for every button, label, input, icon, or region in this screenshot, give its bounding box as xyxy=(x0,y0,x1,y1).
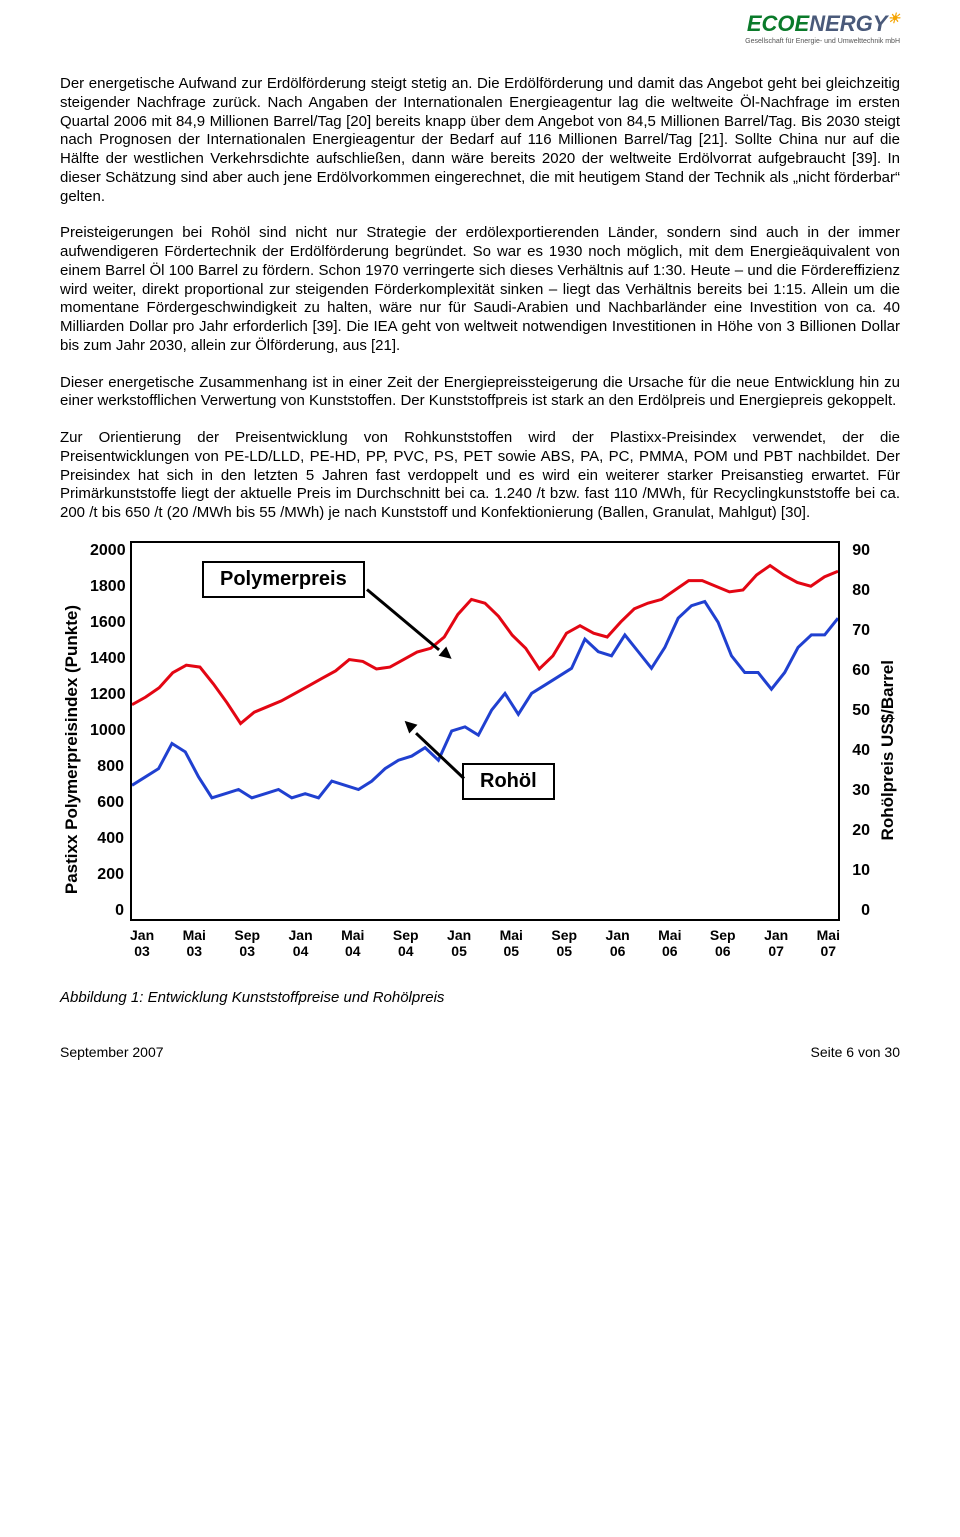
y-right-tick: 60 xyxy=(846,661,870,681)
logo-e-letter: E xyxy=(795,11,810,36)
x-tick: Mai 06 xyxy=(658,927,681,959)
x-tick: Mai 03 xyxy=(183,927,206,959)
y-right-tick: 0 xyxy=(846,901,870,921)
x-tick: Jan 07 xyxy=(764,927,788,959)
y-right-tick: 90 xyxy=(846,541,870,561)
y-left-tick: 1200 xyxy=(90,685,124,705)
y-right-tick: 10 xyxy=(846,861,870,881)
x-ticks: Jan 03 Mai 03 Sep 03 Jan 04 Mai 04 Sep 04 Jan … xyxy=(130,921,840,959)
y-right-tick: 30 xyxy=(846,781,870,801)
y-left-axis-label-text: Pastixx Polymerpreisindex (Punkte) xyxy=(61,605,82,894)
x-tick: Jan 06 xyxy=(606,927,630,959)
x-spacer-right xyxy=(840,921,876,959)
plot-area: Polymerpreis Rohöl xyxy=(130,541,840,921)
y-right-tick: 80 xyxy=(846,581,870,601)
y-left-tick: 1800 xyxy=(90,577,124,597)
paragraph-4: Zur Orientierung der Preisentwicklung vo… xyxy=(60,429,900,523)
y-right-axis-label: Rohölpreis US$/Barrel xyxy=(876,541,900,959)
paragraph-2: Preisteigerungen bei Rohöl sind nicht nu… xyxy=(60,224,900,355)
paragraph-1: Der energetische Aufwand zur Erdölförder… xyxy=(60,75,900,206)
x-tick: Jan 03 xyxy=(130,927,154,959)
y-left-tick: 0 xyxy=(90,901,124,921)
caption-text: Abbildung 1: Entwicklung Kunststoffpreis… xyxy=(60,989,444,1006)
y-right-tick: 40 xyxy=(846,741,870,761)
x-tick: Mai 07 xyxy=(817,927,840,959)
y-left-tick: 200 xyxy=(90,865,124,885)
x-row: Jan 03 Mai 03 Sep 03 Jan 04 Mai 04 Sep 04 Jan … xyxy=(84,921,876,959)
y-left-ticks: 2000180016001400120010008006004002000 xyxy=(84,541,130,921)
footer-left: September 2007 xyxy=(60,1044,164,1062)
y-right-tick: 20 xyxy=(846,821,870,841)
footer-right: Seite 6 von 30 xyxy=(810,1044,900,1062)
y-left-axis-label: Pastixx Polymerpreisindex (Punkte) xyxy=(60,541,84,959)
y-left-tick: 600 xyxy=(90,793,124,813)
footer: September 2007 Seite 6 von 30 xyxy=(60,1044,900,1062)
x-tick: Sep 03 xyxy=(234,927,260,959)
y-right-tick: 50 xyxy=(846,701,870,721)
legend-rohol: Rohöl xyxy=(462,763,555,800)
chart: Pastixx Polymerpreisindex (Punkte) 20001… xyxy=(60,541,900,959)
x-tick: Sep 05 xyxy=(551,927,577,959)
y-left-tick: 2000 xyxy=(90,541,124,561)
x-spacer-left xyxy=(84,921,130,959)
legend-polymer: Polymerpreis xyxy=(202,561,365,598)
logo-nergy: NERGY xyxy=(809,11,887,36)
y-left-tick: 1600 xyxy=(90,613,124,633)
x-tick: Sep 06 xyxy=(710,927,736,959)
plot-row: 2000180016001400120010008006004002000 Po… xyxy=(84,541,876,921)
y-left-tick: 800 xyxy=(90,757,124,777)
logo-main: ECOENERGY☀ xyxy=(745,10,900,38)
y-right-axis-label-text: Rohölpreis US$/Barrel xyxy=(877,660,898,840)
sun-icon: ☀ xyxy=(887,10,900,26)
y-left-tick: 1000 xyxy=(90,721,124,741)
x-tick: Jan 05 xyxy=(447,927,471,959)
x-tick: Jan 04 xyxy=(289,927,313,959)
y-left-tick: 1400 xyxy=(90,649,124,669)
logo-subtitle: Gesellschaft für Energie- und Umwelttech… xyxy=(745,38,900,47)
paragraph-3: Dieser energetische Zusammenhang ist in … xyxy=(60,374,900,412)
y-right-ticks: 90 80 70 60 50 40 30 20 10 0 xyxy=(840,541,876,921)
x-tick: Mai 05 xyxy=(500,927,523,959)
chart-inner: 2000180016001400120010008006004002000 Po… xyxy=(84,541,876,959)
y-left-tick: 400 xyxy=(90,829,124,849)
x-tick: Sep 04 xyxy=(393,927,419,959)
x-tick: Mai 04 xyxy=(341,927,364,959)
logo-eco: ECO xyxy=(747,11,795,36)
logo: ECOENERGY☀ Gesellschaft für Energie- und… xyxy=(745,10,900,46)
y-right-tick: 70 xyxy=(846,621,870,641)
figure-caption: Abbildung 1: Entwicklung Kunststoffpreis… xyxy=(60,989,900,1008)
